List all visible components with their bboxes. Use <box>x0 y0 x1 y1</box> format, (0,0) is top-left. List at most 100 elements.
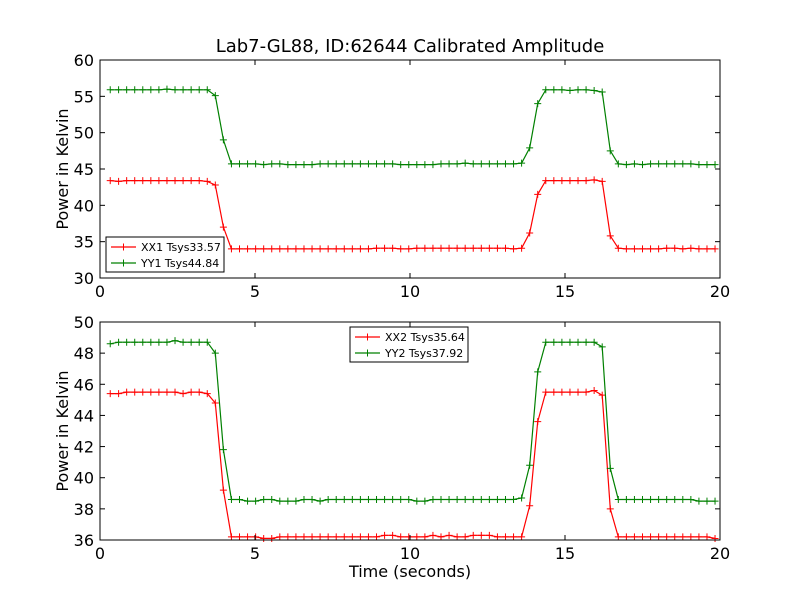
series-2-group <box>106 85 719 169</box>
data-point <box>477 244 485 252</box>
data-point <box>123 177 131 185</box>
data-point <box>630 533 638 541</box>
data-point <box>131 338 139 346</box>
data-point <box>324 533 332 541</box>
data-point <box>582 388 590 396</box>
data-point <box>518 494 526 502</box>
data-point <box>582 177 590 185</box>
data-point <box>574 338 582 346</box>
y-axis-label: Power in Kelvin <box>53 108 72 229</box>
data-point <box>703 533 711 541</box>
legend: XX2 Tsys35.64 YY2 Tsys37.92 <box>349 326 469 363</box>
data-point <box>139 86 147 94</box>
data-point <box>340 245 348 253</box>
data-point <box>252 245 260 253</box>
data-point <box>139 388 147 396</box>
y-tick-label: 45 <box>74 160 94 179</box>
data-point <box>413 244 421 252</box>
data-point <box>501 496 509 504</box>
data-point <box>622 161 630 169</box>
data-point <box>195 388 203 396</box>
data-point <box>195 86 203 94</box>
data-point <box>123 86 131 94</box>
x-tick-label: 15 <box>555 282 575 301</box>
data-point <box>187 388 195 396</box>
data-point <box>316 497 324 505</box>
data-point <box>123 338 131 346</box>
data-point <box>647 245 655 253</box>
data-point <box>687 533 695 541</box>
data-point <box>227 533 235 541</box>
data-point <box>461 496 469 504</box>
data-point <box>203 86 211 94</box>
data-point <box>485 160 493 168</box>
data-point <box>106 86 114 94</box>
data-point <box>284 161 292 169</box>
legend-marker <box>120 243 127 251</box>
data-point <box>590 176 598 184</box>
data-point <box>211 92 219 100</box>
y-tick-label: 55 <box>74 87 94 106</box>
data-point <box>308 161 316 169</box>
data-point <box>211 349 219 357</box>
data-point <box>292 245 300 253</box>
data-point <box>679 533 687 541</box>
data-point <box>461 533 469 541</box>
data-point <box>106 390 114 398</box>
data-point <box>364 496 372 504</box>
y-tick-label: 46 <box>74 375 94 394</box>
data-point <box>397 496 405 504</box>
data-point <box>356 533 364 541</box>
data-point <box>614 533 622 541</box>
data-point <box>252 533 260 541</box>
data-point <box>236 496 243 504</box>
data-point <box>534 190 542 198</box>
legend-box <box>349 326 469 363</box>
data-point <box>437 244 445 252</box>
data-point <box>211 399 219 407</box>
data-point <box>364 245 372 253</box>
data-point <box>453 496 461 504</box>
plot-1: Lab7-GL88, ID:62644 Calibrated Amplitude… <box>53 36 730 301</box>
y-tick-label: 30 <box>74 269 94 288</box>
y-tick-label: 60 <box>74 51 94 70</box>
series-1-group <box>106 176 719 253</box>
data-point <box>244 245 252 253</box>
data-point <box>477 496 485 504</box>
data-point <box>381 531 389 539</box>
data-point <box>373 160 381 168</box>
data-point <box>155 388 163 396</box>
data-point <box>364 160 372 168</box>
data-point <box>663 244 671 252</box>
data-point <box>413 533 421 541</box>
y-tick-label: 48 <box>74 344 94 363</box>
data-point <box>469 244 477 252</box>
data-point <box>268 496 276 504</box>
data-point <box>381 496 389 504</box>
data-point <box>453 160 461 168</box>
data-point <box>558 86 566 94</box>
data-point <box>163 177 171 185</box>
data-point <box>711 497 719 505</box>
data-point <box>437 533 445 541</box>
data-point <box>477 531 485 539</box>
data-point <box>606 232 614 240</box>
data-point <box>518 533 526 541</box>
data-point <box>115 338 123 346</box>
data-point <box>106 177 114 185</box>
data-point <box>195 338 203 346</box>
data-point <box>171 337 179 345</box>
data-point <box>477 160 485 168</box>
data-point <box>703 245 711 253</box>
x-tick-label: 15 <box>555 544 575 563</box>
data-point <box>381 244 389 252</box>
data-point <box>429 531 437 539</box>
data-point <box>671 533 679 541</box>
data-point <box>606 505 614 513</box>
data-point <box>397 161 405 169</box>
data-point <box>300 533 308 541</box>
data-point <box>550 86 558 94</box>
data-point <box>397 533 405 541</box>
data-point <box>413 497 421 505</box>
data-point <box>203 177 211 185</box>
